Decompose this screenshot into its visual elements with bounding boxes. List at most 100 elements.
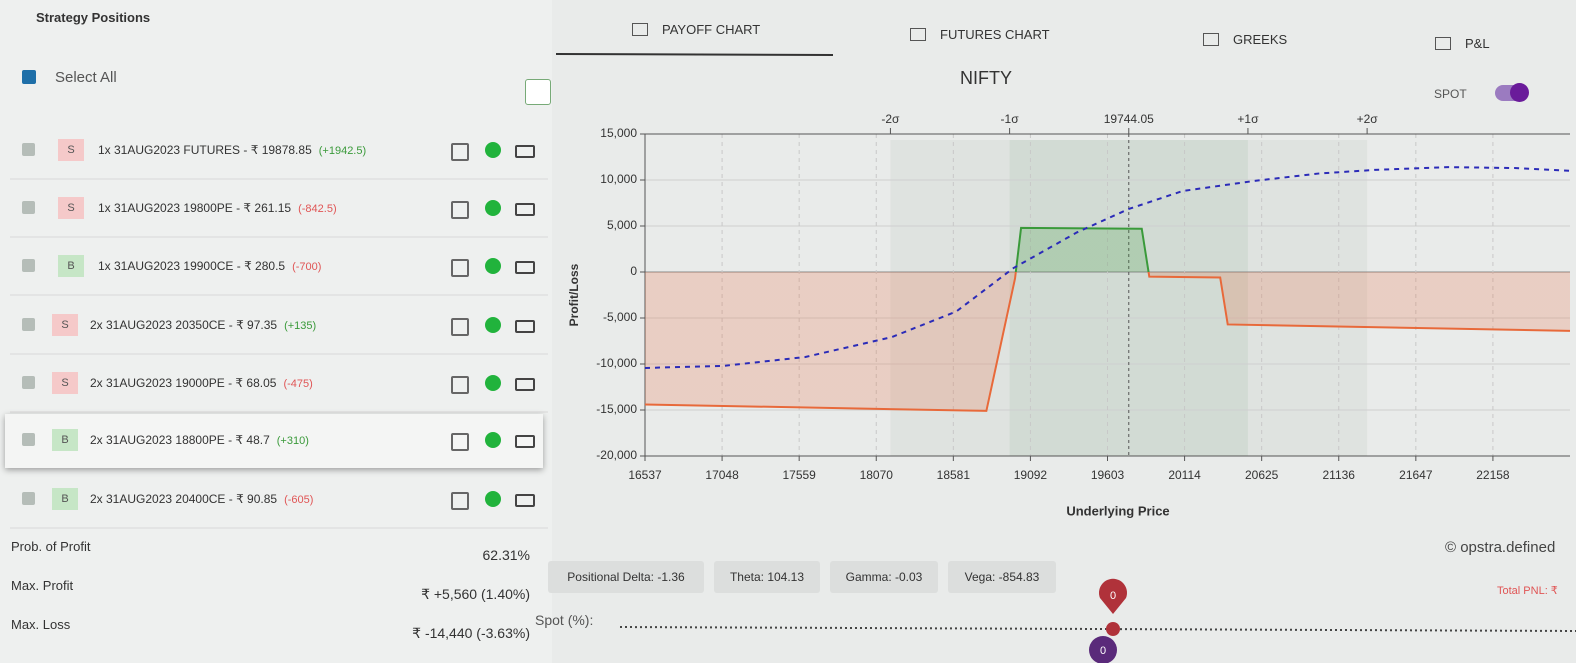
position-text: 1x 31AUG2023 19800PE - ₹ 261.15 (-842.5) (98, 201, 337, 215)
sidebar-title: Strategy Positions (36, 10, 151, 25)
tab[interactable]: P&L (1465, 36, 1490, 51)
row-checkbox[interactable] (22, 433, 35, 446)
greek-pill: Gamma: -0.03 (830, 561, 938, 593)
side-badge: B (58, 255, 84, 277)
stat-label: Max. Profit (11, 578, 74, 593)
row-checkbox[interactable] (22, 143, 35, 156)
x-tick-label: 19092 (1014, 468, 1048, 482)
stat-value: ₹ -14,440 (-3.63%) (412, 625, 530, 641)
position-pnl: (+310) (276, 435, 309, 447)
position-text: 2x 31AUG2023 18800PE - ₹ 48.7 (+310) (90, 433, 309, 447)
tab-icon[interactable] (1203, 33, 1219, 46)
status-dot[interactable] (485, 317, 501, 333)
side-badge: S (52, 314, 78, 336)
top-tick-label: -2σ (881, 112, 900, 126)
position-text: 1x 31AUG2023 19900CE - ₹ 280.5 (-700) (98, 259, 321, 273)
swap-icon[interactable] (515, 261, 535, 274)
x-tick-label: 20114 (1168, 468, 1201, 482)
y-tick-label: 15,000 (600, 126, 637, 140)
total-pnl: Total PNL: ₹ (1497, 585, 1558, 597)
stat-value: 62.31% (482, 547, 530, 563)
row-highlight (5, 414, 543, 468)
status-dot[interactable] (485, 491, 501, 507)
edit-icon[interactable] (451, 318, 469, 336)
side-badge: B (52, 429, 78, 451)
edit-icon[interactable] (451, 259, 469, 277)
position-pnl: (+135) (284, 320, 317, 332)
spot-toggle-knob[interactable] (1510, 83, 1529, 102)
side-badge: S (58, 197, 84, 219)
tab-icon[interactable] (1435, 37, 1451, 50)
stat-value: ₹ +5,560 (1.40%) (421, 586, 530, 602)
edit-icon[interactable] (451, 492, 469, 510)
swap-icon[interactable] (515, 145, 535, 158)
swap-icon[interactable] (515, 494, 535, 507)
y-tick-label: 5,000 (607, 218, 637, 232)
x-tick-label: 19603 (1091, 468, 1125, 482)
edit-icon[interactable] (451, 376, 469, 394)
x-tick-label: 21647 (1399, 468, 1433, 482)
payoff-line (644, 226, 1571, 412)
tab-icon[interactable] (910, 28, 926, 41)
y-tick-label: 0 (630, 264, 637, 278)
position-pnl: (-605) (284, 494, 314, 506)
position-label: 1x 31AUG2023 19900CE - ₹ 280.5 (98, 259, 286, 273)
slider-value: 0 (1110, 590, 1116, 602)
tab-icon[interactable] (632, 23, 648, 36)
x-tick-label: 17048 (705, 468, 739, 482)
greek-pill: Positional Delta: -1.36 (548, 561, 704, 593)
position-pnl: (-700) (292, 261, 322, 273)
status-dot[interactable] (485, 432, 501, 448)
x-axis-label: Underlying Price (1066, 503, 1169, 518)
greek-pill: Vega: -854.83 (948, 561, 1056, 593)
x-tick-label: 18581 (937, 468, 971, 482)
position-label: 2x 31AUG2023 19000PE - ₹ 68.05 (90, 376, 277, 390)
swap-icon[interactable] (515, 435, 535, 448)
top-tick-label: -1σ (1001, 112, 1020, 126)
x-tick-label: 18070 (860, 468, 894, 482)
tab[interactable]: GREEKS (1233, 32, 1288, 47)
copyright: © opstra.defined (1445, 539, 1556, 556)
spot-toggle-label: SPOT (1434, 87, 1467, 101)
stat-label: Max. Loss (11, 617, 71, 632)
swap-icon[interactable] (515, 378, 535, 391)
top-tick-label: +1σ (1237, 112, 1259, 126)
status-dot[interactable] (485, 200, 501, 216)
edit-icon[interactable] (451, 433, 469, 451)
select-all[interactable]: Select All (55, 69, 117, 86)
top-tick-label: +2σ (1357, 112, 1379, 126)
row-checkbox[interactable] (22, 492, 35, 505)
x-tick-label: 16537 (628, 468, 662, 482)
position-pnl: (+1942.5) (318, 145, 367, 157)
row-checkbox[interactable] (22, 318, 35, 331)
sort-button[interactable] (525, 79, 551, 105)
tab[interactable]: PAYOFF CHART (662, 22, 761, 37)
slider-knob[interactable] (1106, 622, 1120, 636)
tab[interactable]: FUTURES CHART (940, 27, 1050, 42)
top-tick-label: 19744.05 (1104, 112, 1154, 126)
chart-title: NIFTY (960, 68, 1012, 88)
row-checkbox[interactable] (22, 376, 35, 389)
slider-track (619, 626, 1576, 632)
status-dot[interactable] (485, 375, 501, 391)
sidebar-bg (0, 0, 552, 663)
position-label: 1x 31AUG2023 FUTURES - ₹ 19878.85 (98, 143, 312, 157)
edit-icon[interactable] (451, 143, 469, 161)
row-checkbox[interactable] (22, 201, 35, 214)
swap-icon[interactable] (515, 320, 535, 333)
swap-icon[interactable] (515, 203, 535, 216)
slider-label: Spot (%): (535, 612, 594, 628)
select-all-checkbox[interactable] (22, 70, 36, 84)
x-tick-label: 22158 (1476, 468, 1510, 482)
row-checkbox[interactable] (22, 259, 35, 272)
position-text: 2x 31AUG2023 20350CE - ₹ 97.35 (+135) (90, 318, 316, 332)
status-dot[interactable] (485, 258, 501, 274)
edit-icon[interactable] (451, 201, 469, 219)
stat-label: Prob. of Profit (11, 539, 91, 554)
status-dot[interactable] (485, 142, 501, 158)
slider-marker-label: 0 (1100, 645, 1106, 657)
position-text: 1x 31AUG2023 FUTURES - ₹ 19878.85 (+1942.… (98, 143, 366, 157)
